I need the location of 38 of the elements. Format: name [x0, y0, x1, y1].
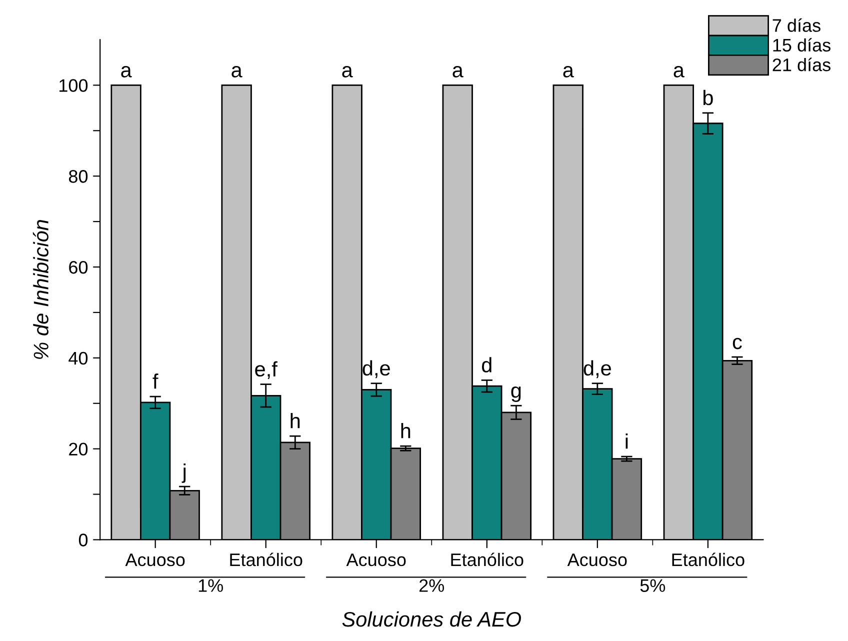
data-label: c [732, 338, 742, 350]
data-label: a [563, 66, 574, 78]
data-label: g [511, 386, 521, 402]
data-label: h [290, 413, 300, 428]
text: 5% [640, 579, 666, 592]
data-label: d [482, 357, 492, 372]
data-label: a [342, 66, 353, 78]
data-label: a [121, 66, 132, 78]
x-tick-label: Etanólico [230, 552, 302, 566]
y-tick-label: 60 [69, 260, 88, 274]
x-tick-label: Acuoso [567, 554, 627, 566]
data-label: i [626, 433, 628, 449]
y-tick-label: 20 [69, 442, 88, 456]
y-tick-label: 100 [60, 79, 88, 92]
data-label: j [182, 463, 186, 483]
y-tick-label: 0 [78, 534, 88, 546]
data-label: a [232, 66, 242, 78]
data-label: h [401, 423, 410, 438]
data-label: d,e [362, 360, 390, 378]
data-label: f [152, 374, 158, 389]
x-tick-label: Acuoso [346, 554, 406, 566]
y-axis-title: % de Inhibición [32, 220, 48, 359]
data-label: b [703, 90, 713, 106]
x-tick-label: Etanólico [451, 552, 524, 566]
data-label: a [452, 66, 464, 78]
data-label: d,e [584, 360, 611, 378]
text: 1% [198, 579, 223, 592]
legend-label: 21 días [772, 58, 830, 72]
x-axis-title: Soluciones de AEO [342, 611, 521, 627]
x-tick-label: Acuoso [125, 554, 185, 566]
y-tick-label: 80 [68, 170, 88, 183]
data-label: a [674, 66, 684, 78]
x-tick-label: Etanólico [672, 552, 744, 566]
legend-label: 15 días [773, 38, 830, 52]
text: 2% [419, 579, 444, 592]
data-label: e,f [255, 361, 278, 379]
y-tick-label: 40 [68, 352, 88, 365]
legend-label: 7 días [772, 18, 820, 32]
